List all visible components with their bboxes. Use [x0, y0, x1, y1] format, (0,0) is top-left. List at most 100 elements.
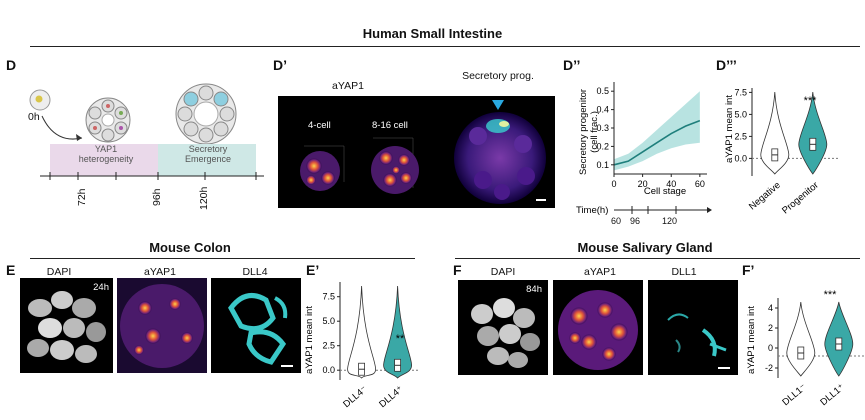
f-ayap1-drawing: [558, 290, 638, 370]
panel-label-e: E: [6, 262, 16, 278]
colon-title: Mouse Colon: [149, 240, 231, 255]
e-dll4-label: DLL4: [242, 266, 268, 278]
f1-plot-ytick-label: 4: [768, 303, 773, 313]
e1-significance: **: [396, 333, 405, 345]
f1-violin-chart: aYAP1 mean int -2 0 2 4 DLL1⁻ DLL1⁺ ***: [746, 289, 864, 408]
d2-ylabel-line2: (cell frac.): [589, 111, 600, 153]
d3-plot-ytick-label: 7.5: [734, 87, 747, 97]
panel-label-f: F: [453, 262, 462, 278]
d2-xtick-label: 40: [666, 179, 676, 189]
time-96h-label: 96h: [151, 188, 163, 206]
e1-plot-category-label-1: DLL4⁺: [377, 384, 405, 410]
d2-time-arrow: [707, 207, 712, 213]
d3-plot-category-label-1: Progenitor: [780, 180, 821, 217]
secretory-prog-label: Secretory prog.: [462, 70, 534, 82]
time-120h-label: 120h: [198, 186, 210, 210]
f1-significance: ***: [824, 289, 838, 301]
d2-ytick-label: 0.2: [596, 141, 609, 151]
f-dapi-image: 84h: [458, 280, 548, 375]
band-secretory-label: Secretory Emergence: [184, 144, 232, 164]
f1-ylabel: aYAP1 mean int: [746, 306, 757, 374]
e1-ylabel: aYAP1 mean int: [304, 306, 315, 374]
salivary-title: Mouse Salivary Gland: [577, 240, 713, 255]
e1-plot-category-label-0: DLL4⁻: [341, 384, 369, 410]
d3-significance: ***: [804, 95, 818, 107]
f1-plot-ytick-label: -2: [765, 363, 773, 373]
e1-plot-ytick-label: 2.5: [322, 341, 335, 351]
panel-d-schematic: [29, 83, 264, 180]
panel-label-d3: D’’’: [716, 57, 737, 73]
e1-plot-violin-1: [383, 285, 413, 379]
d2-ytick-label: 0.3: [596, 123, 609, 133]
e1-plot-ytick-label: 5.0: [322, 316, 335, 326]
d3-plot-violin-1: [798, 91, 828, 175]
f-dll1-drawing: [667, 313, 730, 369]
d2-xtick-label: 0: [611, 179, 616, 189]
d2-ytick-label: 0.5: [596, 86, 609, 96]
title-rule: [30, 46, 860, 47]
channel-ayap1-label: aYAP1: [332, 80, 364, 92]
time-72h-label: 72h: [76, 188, 88, 206]
panel-label-e1: E’: [306, 262, 320, 278]
f1-plot-violin-0: [786, 301, 816, 377]
d3-plot-ytick-label: 5.0: [734, 109, 747, 119]
f1-plot-category-label-1: DLL1⁺: [818, 382, 846, 408]
e-dll4-image: [211, 278, 301, 373]
e1-plot-violin-0: [347, 285, 377, 379]
e-time-label: 24h: [93, 282, 109, 293]
main-title: Human Small Intestine: [362, 26, 503, 41]
f-dapi-label: DAPI: [490, 266, 516, 278]
d2-xlabel: Cell stage: [644, 186, 686, 197]
panel-label-f1: F’: [742, 262, 755, 278]
d3-plot-ytick-label: 0.0: [734, 153, 747, 163]
d2-time-tick-120: 120: [662, 216, 678, 226]
d3-plot-violin-0: [760, 91, 790, 175]
e-dapi-label: DAPI: [46, 266, 72, 278]
f1-plot-ytick-label: 0: [768, 343, 773, 353]
e-ayap1-label: aYAP1: [144, 266, 176, 278]
salivary-rule: [455, 258, 860, 259]
d2-xtick-label: 60: [695, 179, 705, 189]
d2-time-tick-60: 60: [611, 216, 622, 226]
f-time-label: 84h: [526, 284, 542, 295]
d2-xtick-label: 20: [638, 179, 648, 189]
e-ayap1-image: [117, 278, 207, 373]
eight-sixteen-cell-label: 8-16 cell: [372, 120, 408, 131]
f1-plot: -2 0 2 4 DLL1⁻ DLL1⁺: [765, 298, 864, 408]
e1-plot-ytick-label: 7.5: [322, 292, 335, 302]
d2-time-tick-96: 96: [630, 216, 641, 226]
e-dll4-drawing: [228, 293, 293, 367]
e1-plot-ytick-label: 0.0: [322, 365, 335, 375]
colon-rule: [30, 258, 415, 259]
f-ayap1-label: aYAP1: [584, 266, 616, 278]
e-dapi-drawing: [27, 291, 106, 363]
d2-axes: 0.1 0.2 0.3 0.4 0.5 0 20 40 60: [596, 82, 707, 189]
f1-plot-category-label-0: DLL1⁻: [780, 382, 808, 408]
panel-label-d2: D’’: [563, 57, 581, 73]
e1-violin-chart: aYAP1 mean int 0.0 2.5 5.0 7.5 DLL4⁻ DLL4⁺ **: [304, 282, 420, 410]
f-ayap1-image: [553, 280, 643, 375]
e-ayap1-drawing: [120, 284, 204, 368]
f1-plot-ytick-label: 2: [768, 323, 773, 333]
d2-time-label: Time(h): [576, 205, 608, 216]
ayap1-microscopy-drawing: [300, 100, 546, 204]
d2-ytick-label: 0.1: [596, 160, 609, 170]
start-time-label: 0h: [28, 111, 40, 123]
band-heterogeneity-label: YAP1 heterogeneity: [78, 144, 134, 164]
ayap1-microscopy: 4-cell 8-16 cell: [278, 96, 555, 208]
f-dapi-drawing: [471, 298, 540, 368]
f-dll1-image: [648, 280, 738, 375]
d2-series-line: [613, 119, 701, 166]
d3-plot-ytick-label: 2.5: [734, 131, 747, 141]
d2-confidence-band: [614, 91, 700, 171]
panel-label-d: D: [6, 57, 17, 73]
e-dapi-image: 24h: [20, 278, 113, 373]
progenitor-line-chart: Secretory progenitor (cell frac.) 0.1 0.2…: [576, 82, 712, 216]
d2-ytick-label: 0.4: [596, 105, 609, 115]
four-cell-label: 4-cell: [308, 120, 331, 131]
d3-ylabel: aYAP1 mean int: [724, 95, 735, 163]
f-dll1-label: DLL1: [671, 266, 697, 278]
d3-plot-category-label-0: Negative: [747, 180, 783, 213]
e1-plot: 0.0 2.5 5.0 7.5 DLL4⁻ DLL4⁺: [322, 282, 420, 410]
